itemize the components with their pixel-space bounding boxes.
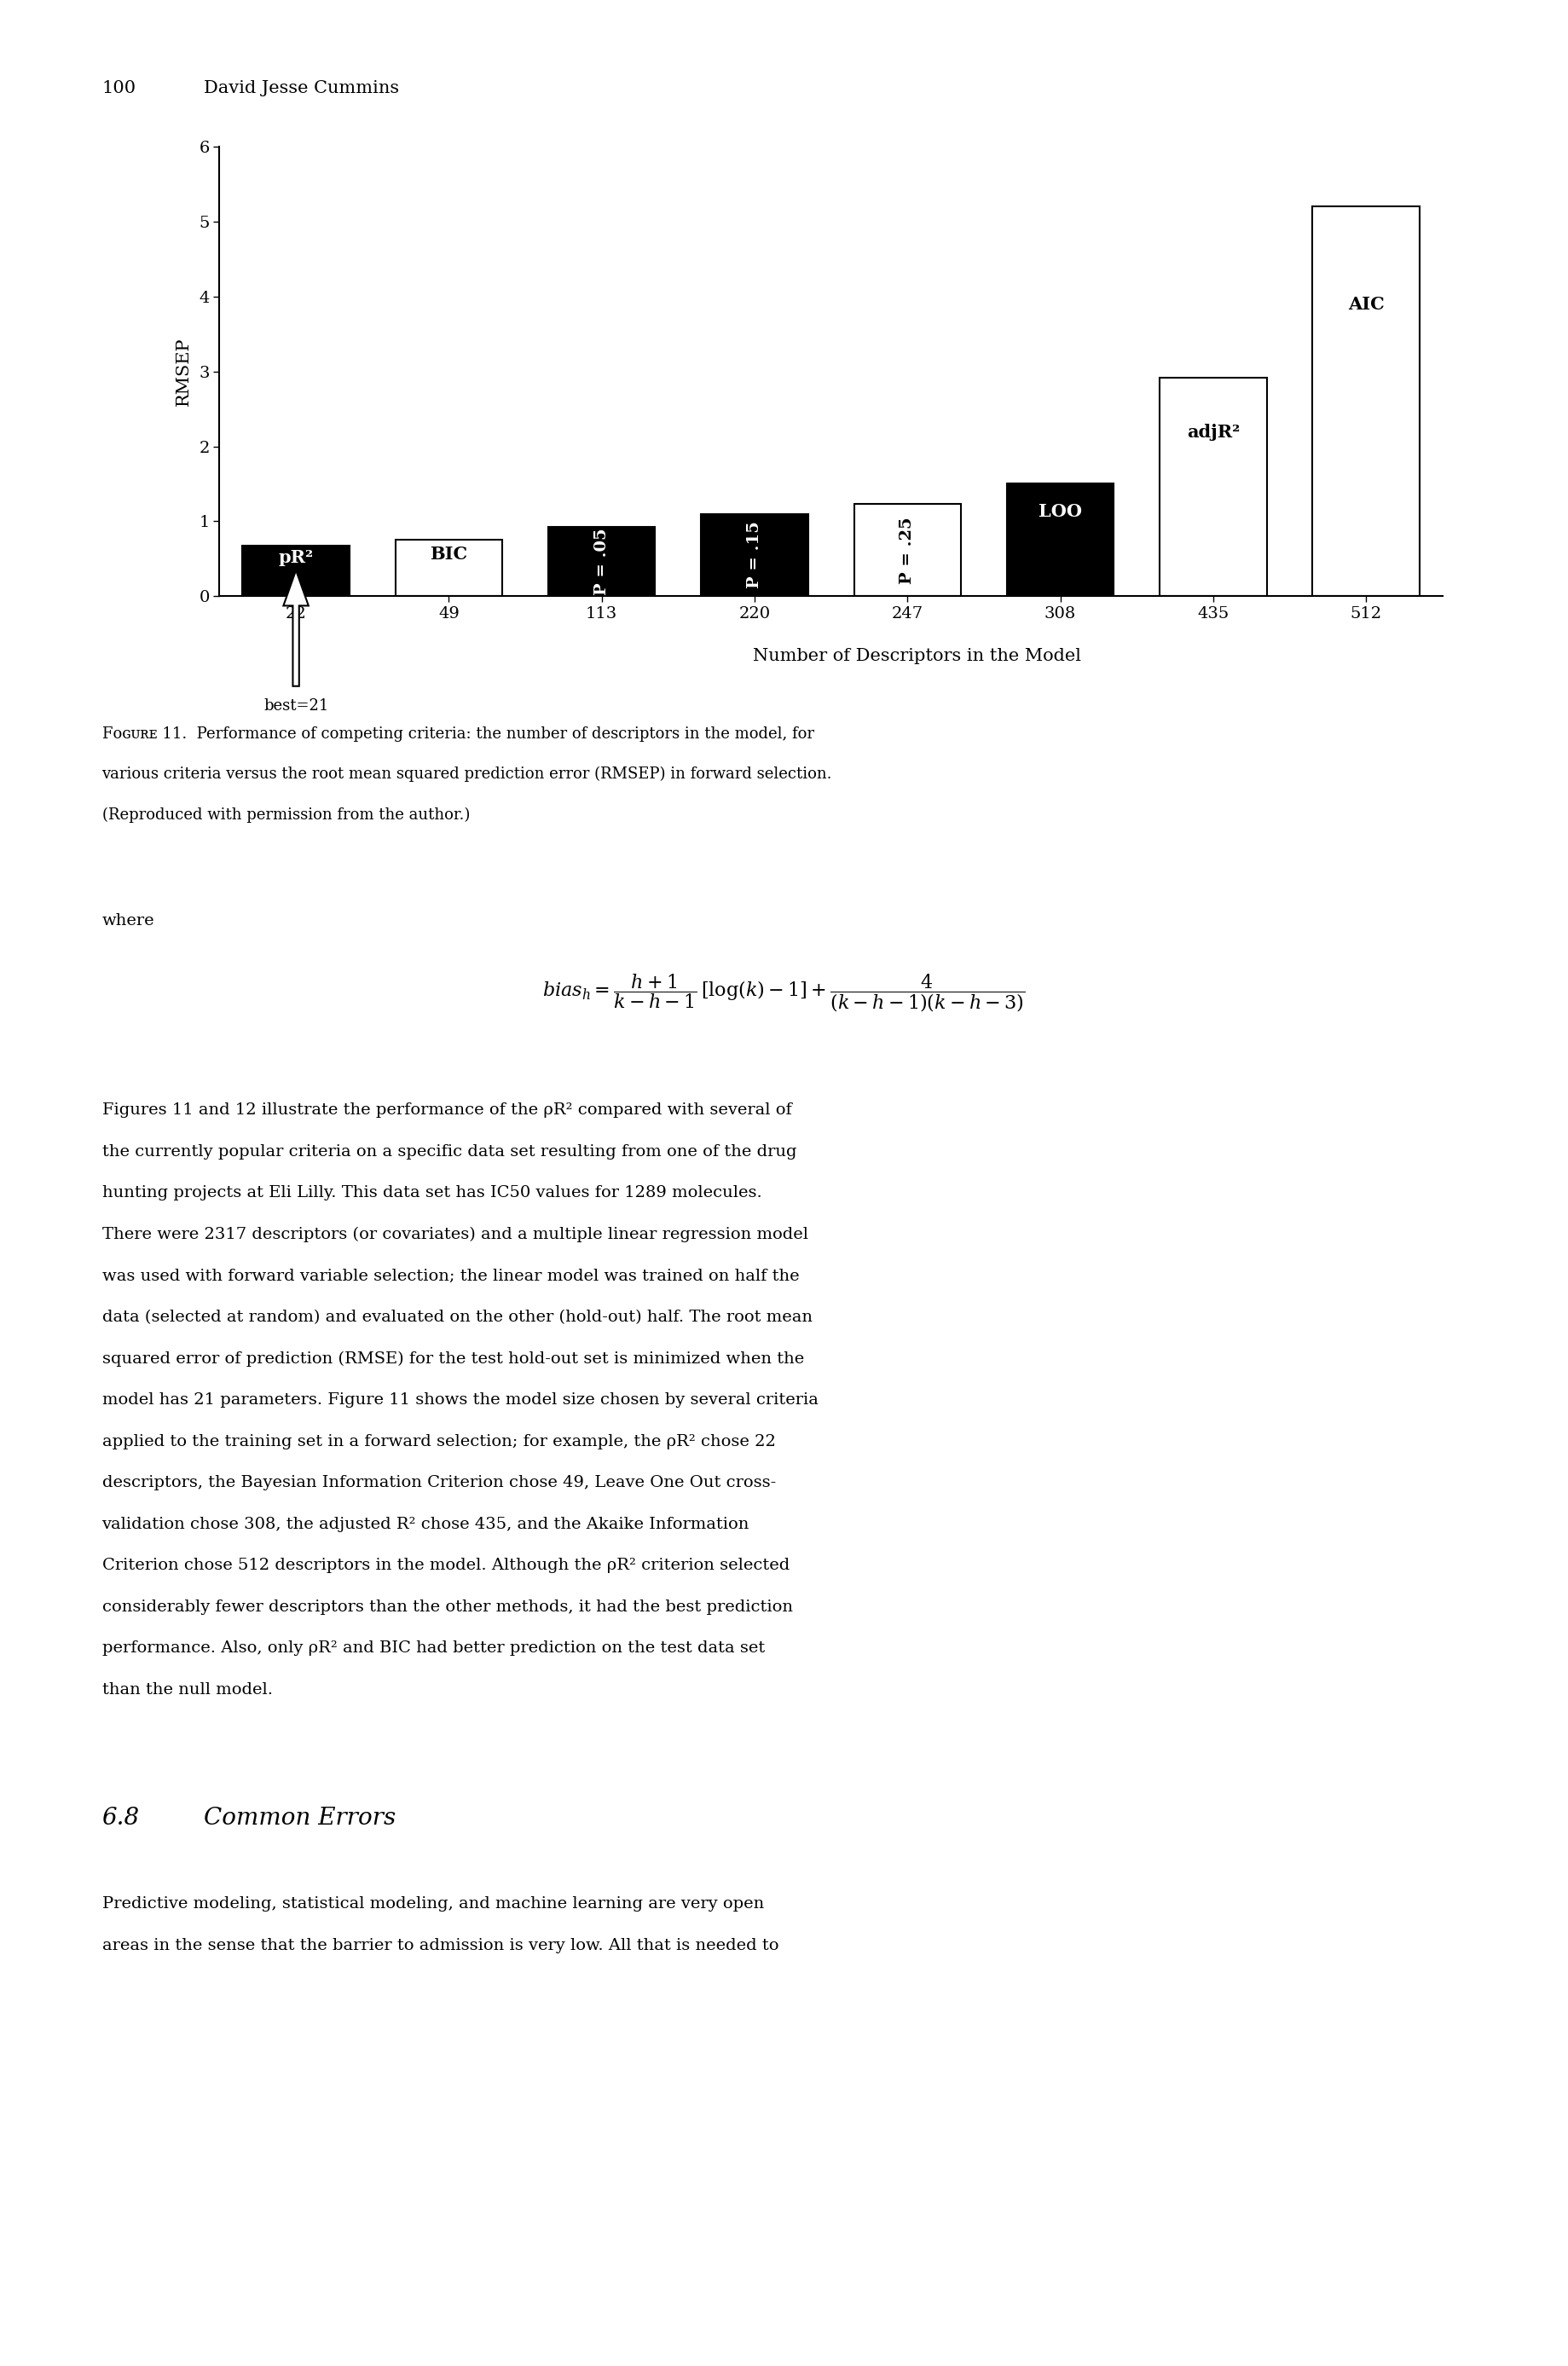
Text: the currently popular criteria on a specific data set resulting from one of the : the currently popular criteria on a spec… bbox=[102, 1145, 797, 1159]
Text: adjR²: adjR² bbox=[1187, 424, 1240, 440]
Text: LOO: LOO bbox=[1038, 504, 1082, 521]
Text: David Jesse Cummins: David Jesse Cummins bbox=[204, 80, 400, 97]
Text: best=21: best=21 bbox=[263, 698, 329, 712]
Text: performance. Also, only ρR² and BIC had better prediction on the test data set: performance. Also, only ρR² and BIC had … bbox=[102, 1642, 765, 1656]
Text: considerably fewer descriptors than the other methods, it had the best predictio: considerably fewer descriptors than the … bbox=[102, 1599, 792, 1614]
Text: than the null model.: than the null model. bbox=[102, 1682, 273, 1696]
Bar bbox=[243, 544, 350, 596]
Text: P = .05: P = .05 bbox=[594, 528, 610, 596]
Text: (Reproduced with permission from the author.): (Reproduced with permission from the aut… bbox=[102, 807, 470, 823]
Y-axis label: RMSEP: RMSEP bbox=[176, 336, 191, 407]
Bar bbox=[1007, 485, 1113, 596]
Text: AIC: AIC bbox=[1348, 296, 1385, 312]
Text: Fᴏɢᴜʀᴇ 11.  Performance of competing criteria: the number of descriptors in the : Fᴏɢᴜʀᴇ 11. Performance of competing crit… bbox=[102, 726, 814, 741]
Text: P = .25: P = .25 bbox=[900, 516, 916, 584]
Text: hunting projects at Eli Lilly. This data set has IC50 values for 1289 molecules.: hunting projects at Eli Lilly. This data… bbox=[102, 1185, 762, 1200]
Text: Criterion chose 512 descriptors in the model. Although the ρR² criterion selecte: Criterion chose 512 descriptors in the m… bbox=[102, 1559, 789, 1573]
Text: pR²: pR² bbox=[279, 549, 314, 565]
Text: There were 2317 descriptors (or covariates) and a multiple linear regression mod: There were 2317 descriptors (or covariat… bbox=[102, 1228, 808, 1242]
Text: was used with forward variable selection; the linear model was trained on half t: was used with forward variable selection… bbox=[102, 1268, 800, 1282]
Bar bbox=[1312, 206, 1419, 596]
Bar bbox=[855, 504, 961, 596]
Text: Figures 11 and 12 illustrate the performance of the ρR² compared with several of: Figures 11 and 12 illustrate the perform… bbox=[102, 1103, 792, 1117]
Text: validation chose 308, the adjusted R² chose 435, and the Akaike Information: validation chose 308, the adjusted R² ch… bbox=[102, 1517, 750, 1531]
Text: where: where bbox=[102, 913, 155, 927]
Text: Predictive modeling, statistical modeling, and machine learning are very open: Predictive modeling, statistical modelin… bbox=[102, 1898, 764, 1912]
Text: Number of Descriptors in the Model: Number of Descriptors in the Model bbox=[753, 648, 1080, 665]
Text: P = .15: P = .15 bbox=[746, 521, 762, 589]
Bar bbox=[1160, 379, 1267, 596]
Bar bbox=[395, 539, 502, 596]
Text: Common Errors: Common Errors bbox=[204, 1808, 395, 1829]
Text: descriptors, the Bayesian Information Criterion chose 49, Leave One Out cross-: descriptors, the Bayesian Information Cr… bbox=[102, 1476, 776, 1491]
Text: $\mathit{bias}_h = \dfrac{h+1}{k-h-1}\,[\log(k) - 1] + \dfrac{4}{(k-h-1)(k-h-3)}: $\mathit{bias}_h = \dfrac{h+1}{k-h-1}\,[… bbox=[543, 972, 1025, 1015]
Bar bbox=[701, 513, 808, 596]
Bar bbox=[549, 528, 655, 596]
Text: squared error of prediction (RMSE) for the test hold-out set is minimized when t: squared error of prediction (RMSE) for t… bbox=[102, 1351, 804, 1368]
Text: 100: 100 bbox=[102, 80, 136, 97]
Text: areas in the sense that the barrier to admission is very low. All that is needed: areas in the sense that the barrier to a… bbox=[102, 1938, 778, 1952]
Text: data (selected at random) and evaluated on the other (hold-out) half. The root m: data (selected at random) and evaluated … bbox=[102, 1311, 812, 1325]
Text: 6.8: 6.8 bbox=[102, 1808, 140, 1829]
Text: applied to the training set in a forward selection; for example, the ρR² chose 2: applied to the training set in a forward… bbox=[102, 1434, 776, 1448]
Text: various criteria versus the root mean squared prediction error (RMSEP) in forwar: various criteria versus the root mean sq… bbox=[102, 767, 833, 783]
Text: model has 21 parameters. Figure 11 shows the model size chosen by several criter: model has 21 parameters. Figure 11 shows… bbox=[102, 1394, 818, 1408]
Text: BIC: BIC bbox=[430, 547, 467, 563]
